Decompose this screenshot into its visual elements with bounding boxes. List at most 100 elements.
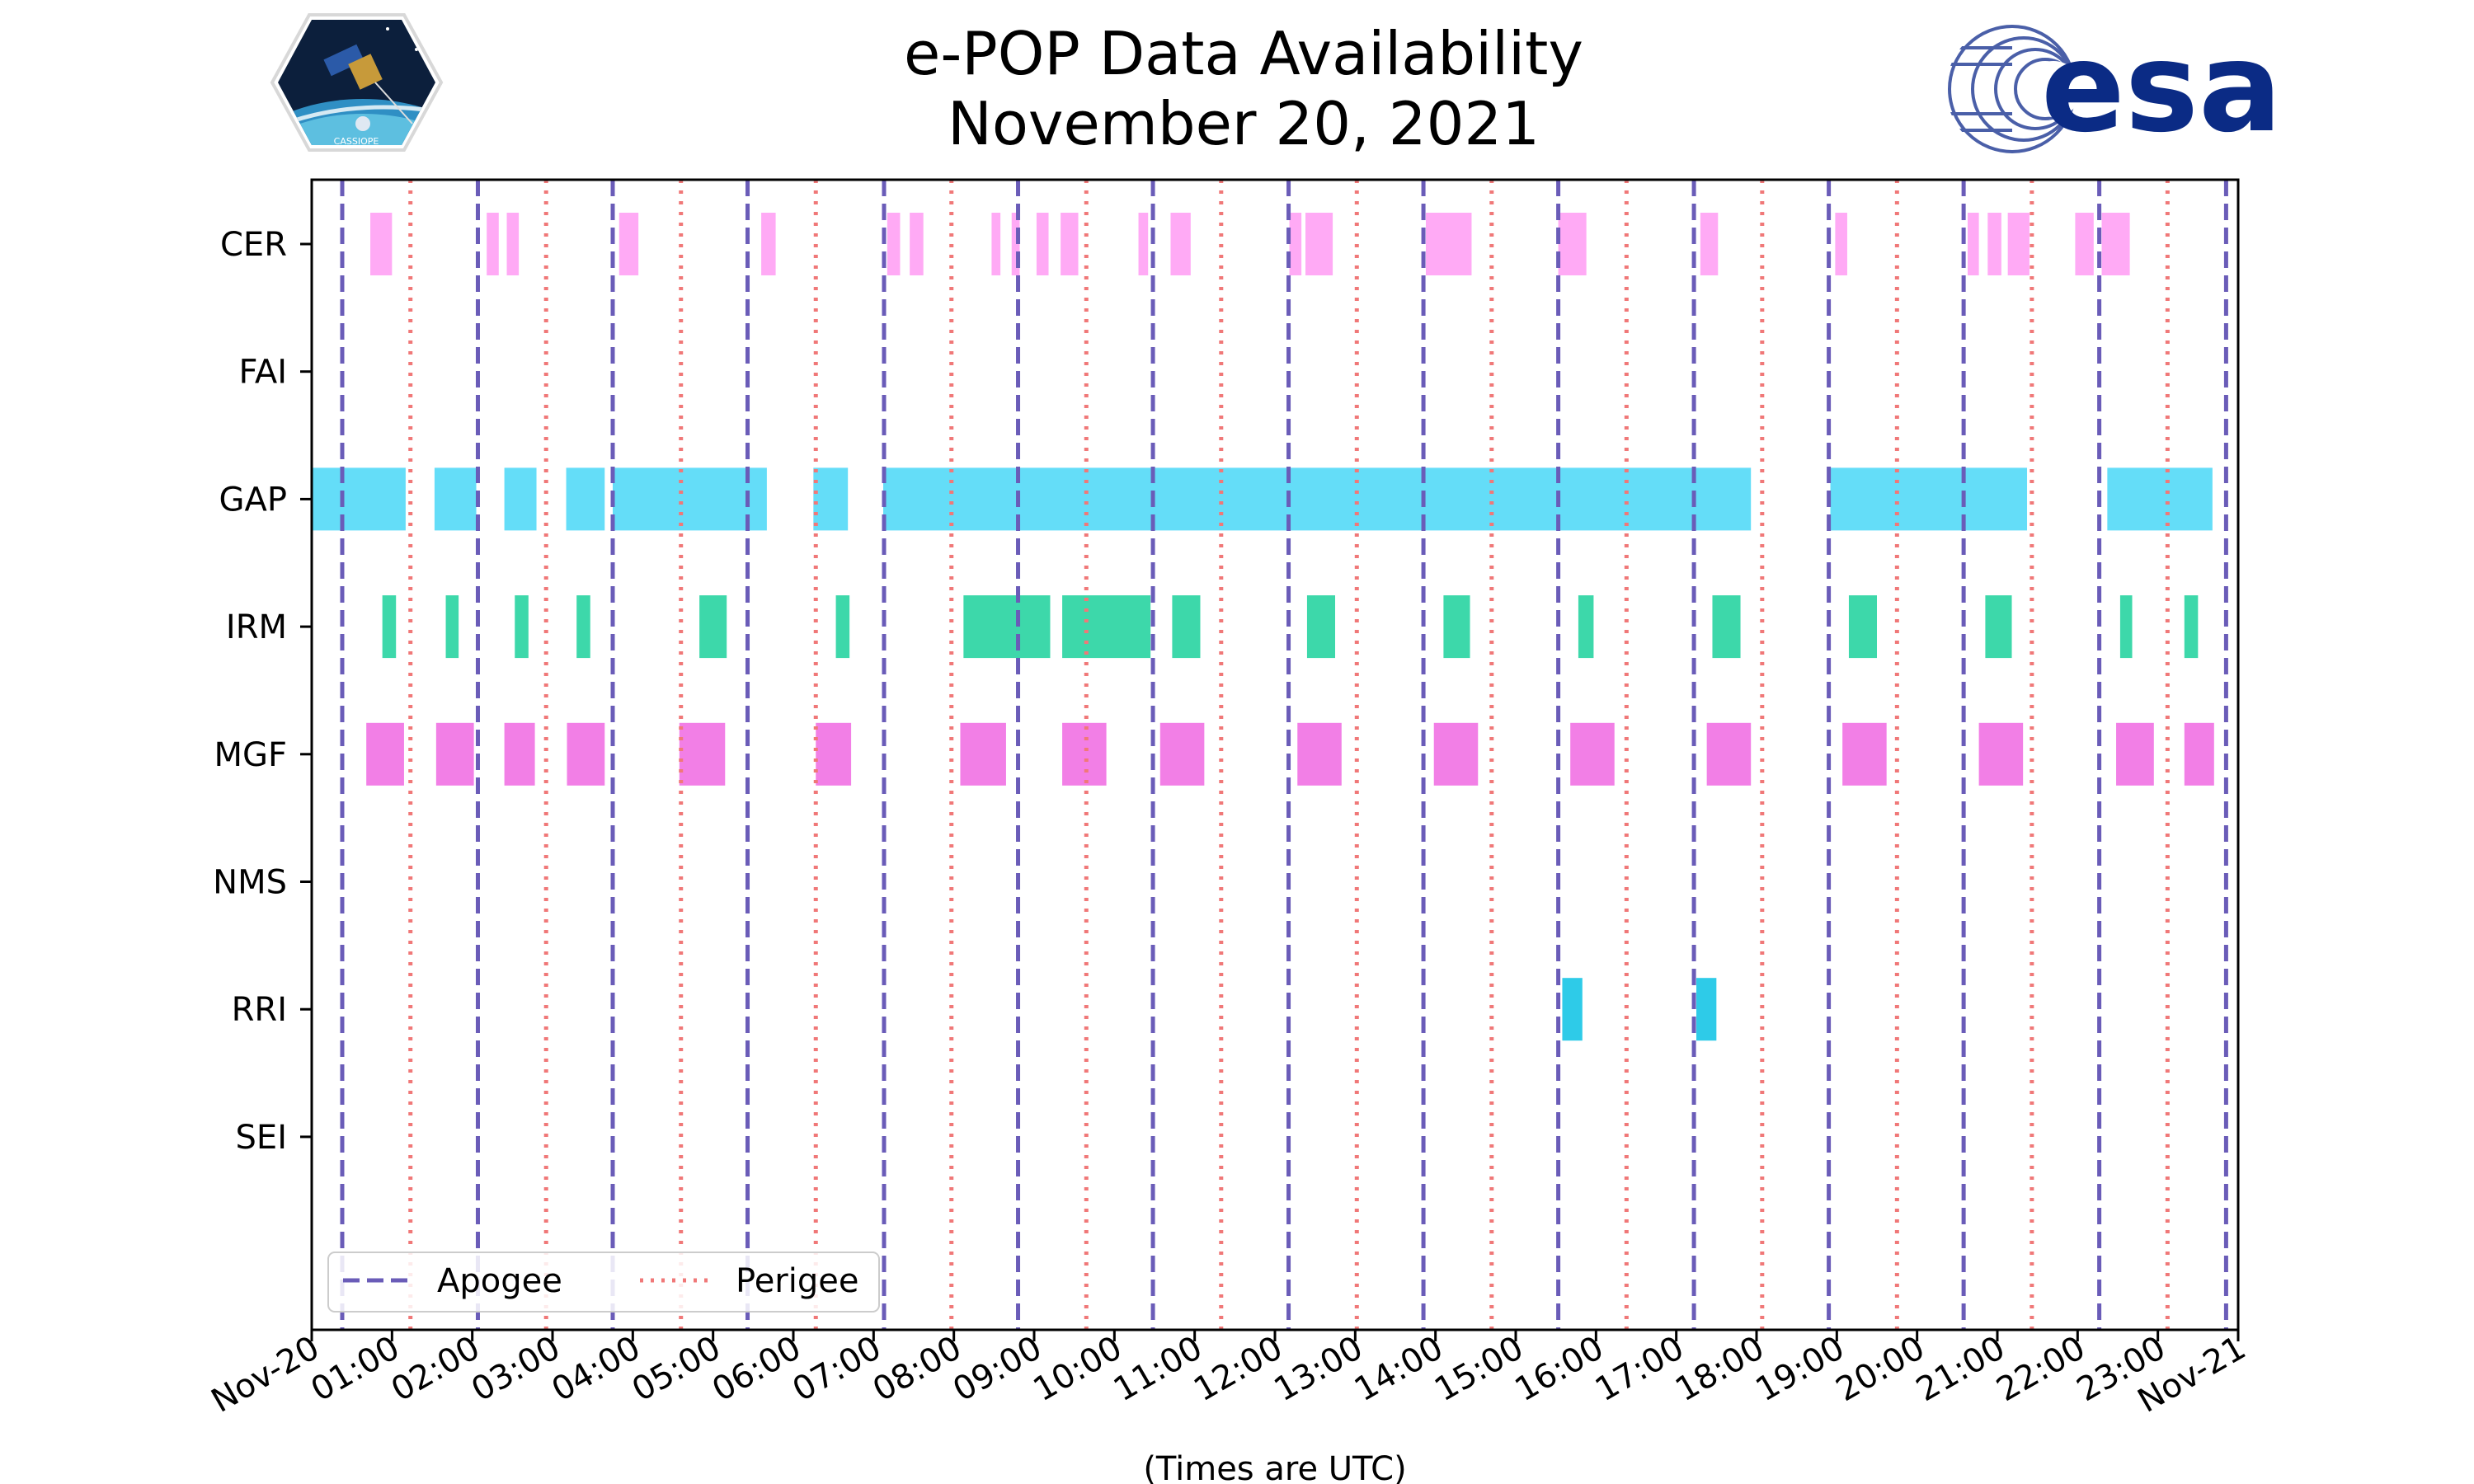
- bar-cer-20: [1987, 213, 2001, 275]
- x-tick-label-5: 05:00: [626, 1329, 727, 1409]
- bar-cer-3: [618, 213, 639, 275]
- x-tick-label-20: 20:00: [1830, 1329, 1931, 1409]
- chart-subtitle: November 20, 2021: [948, 89, 1540, 158]
- x-tick-label-8: 08:00: [867, 1329, 968, 1409]
- bar-cer-14: [1305, 213, 1333, 275]
- bar-mgf-0: [366, 722, 404, 786]
- x-tick-label-10: 10:00: [1027, 1329, 1128, 1409]
- x-tick-label-7: 07:00: [786, 1329, 887, 1409]
- bar-cer-7: [991, 213, 1001, 275]
- bar-gap-7: [1830, 467, 2028, 531]
- bar-gap-8: [2107, 467, 2213, 531]
- x-axis-label: (Times are UTC): [1143, 1450, 1406, 1484]
- bar-irm-8: [1172, 595, 1201, 659]
- bar-mgf-11: [1570, 722, 1615, 786]
- bar-irm-1: [445, 595, 459, 659]
- y-tick-label-fai: FAI: [239, 354, 288, 392]
- y-tick-label-gap: GAP: [219, 481, 287, 519]
- bar-mgf-10: [1433, 722, 1479, 786]
- bar-cer-13: [1289, 213, 1302, 275]
- y-tick-label-sei: SEI: [236, 1119, 287, 1157]
- bar-gap-2: [504, 467, 537, 531]
- x-tick-label-3: 03:00: [465, 1329, 567, 1409]
- bar-mgf-5: [816, 722, 852, 786]
- y-tick-label-irm: IRM: [226, 608, 287, 646]
- x-tick-label-14: 14:00: [1348, 1329, 1450, 1409]
- bar-cer-5: [887, 213, 901, 275]
- bar-cer-18: [1835, 213, 1847, 275]
- bar-mgf-15: [2116, 722, 2154, 786]
- y-tick-label-nms: NMS: [213, 864, 287, 902]
- plot-area: CERFAIGAPIRMMGFNMSRRISEINov-2001:0002:00…: [205, 180, 2252, 1421]
- bar-gap-6: [883, 467, 1752, 531]
- bar-cer-2: [506, 213, 520, 275]
- bar-mgf-12: [1706, 722, 1752, 786]
- bar-cer-23: [2101, 213, 2130, 275]
- bar-irm-2: [515, 595, 529, 659]
- x-tick-label-22: 22:00: [1990, 1329, 2091, 1409]
- bar-cer-0: [370, 213, 393, 275]
- x-tick-label-16: 16:00: [1508, 1329, 1610, 1409]
- bar-irm-13: [1848, 595, 1877, 659]
- bar-cer-11: [1138, 213, 1149, 275]
- y-tick-label-cer: CER: [220, 226, 287, 264]
- bar-cer-19: [1967, 213, 1979, 275]
- x-tick-label-21: 21:00: [1910, 1329, 2011, 1409]
- x-tick-label-13: 13:00: [1268, 1329, 1369, 1409]
- bar-cer-15: [1425, 213, 1472, 275]
- x-tick-label-9: 09:00: [947, 1329, 1048, 1409]
- legend-perigee-label: Perigee: [736, 1262, 858, 1300]
- bar-gap-5: [813, 467, 849, 531]
- bar-mgf-3: [567, 722, 605, 786]
- bar-cer-12: [1170, 213, 1191, 275]
- bar-irm-6: [963, 595, 1051, 659]
- x-tick-label-17: 17:00: [1589, 1329, 1691, 1409]
- bar-irm-0: [382, 595, 397, 659]
- bar-mgf-4: [679, 722, 726, 786]
- bar-mgf-16: [2184, 722, 2214, 786]
- bar-cer-17: [1700, 213, 1719, 275]
- x-tick-label-18: 18:00: [1669, 1329, 1771, 1409]
- bar-cer-8: [1011, 213, 1020, 275]
- x-tick-label-19: 19:00: [1749, 1329, 1851, 1409]
- esa-logo: esa: [1946, 16, 2282, 160]
- bar-mgf-2: [504, 722, 535, 786]
- legend-box: [327, 1252, 880, 1313]
- legend: Apogee Perigee: [327, 1252, 880, 1313]
- bar-irm-3: [576, 595, 590, 659]
- bar-mgf-14: [1978, 722, 2024, 786]
- y-tick-label-mgf: MGF: [214, 736, 287, 774]
- bar-gap-4: [613, 467, 767, 531]
- bar-cer-9: [1036, 213, 1049, 275]
- bar-gap-0: [312, 467, 406, 531]
- x-tick-label-2: 02:00: [385, 1329, 487, 1409]
- x-tick-label-11: 11:00: [1108, 1329, 1209, 1409]
- x-tick-label-12: 12:00: [1188, 1329, 1289, 1409]
- y-tick-label-rri: RRI: [232, 991, 287, 1029]
- bar-cer-6: [910, 213, 924, 275]
- bar-irm-11: [1578, 595, 1594, 659]
- bar-irm-16: [2184, 595, 2199, 659]
- bar-cer-21: [2007, 213, 2030, 275]
- bar-mgf-13: [1842, 722, 1887, 786]
- bar-cer-10: [1061, 213, 1079, 275]
- bar-mgf-8: [1159, 722, 1205, 786]
- bar-cer-1: [487, 213, 499, 275]
- x-tick-label-15: 15:00: [1428, 1329, 1530, 1409]
- bar-mgf-6: [960, 722, 1006, 786]
- esa-logo-text: esa: [2041, 16, 2282, 160]
- bar-irm-9: [1306, 595, 1335, 659]
- x-tick-label-1: 01:00: [304, 1329, 406, 1409]
- bar-mgf-7: [1062, 722, 1107, 786]
- x-tick-label-4: 04:00: [545, 1329, 647, 1409]
- bar-rri-0: [1562, 978, 1583, 1041]
- bar-irm-12: [1712, 595, 1741, 659]
- legend-apogee-label: Apogee: [437, 1262, 562, 1300]
- bar-irm-10: [1443, 595, 1470, 659]
- bar-irm-7: [1062, 595, 1151, 659]
- bar-gap-1: [434, 467, 477, 531]
- x-tick-label-6: 06:00: [706, 1329, 807, 1409]
- chart-title: e-POP Data Availability: [904, 19, 1583, 88]
- bar-irm-5: [835, 595, 850, 659]
